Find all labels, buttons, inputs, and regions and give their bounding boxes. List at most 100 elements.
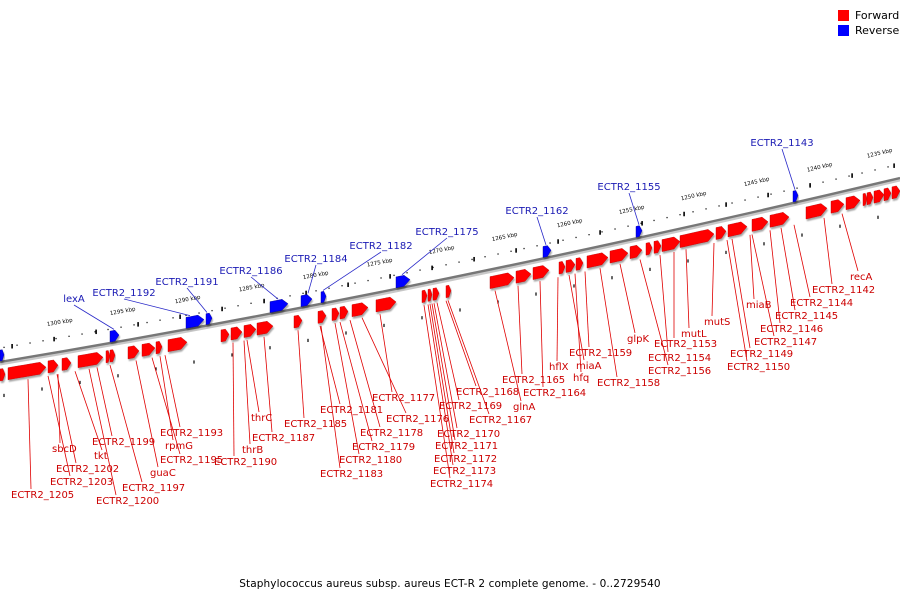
forward-leader-line — [539, 281, 544, 388]
ruler-dot — [367, 279, 369, 282]
forward-leader-line — [431, 303, 456, 441]
ruler-dot — [744, 199, 746, 201]
lower-tick — [877, 215, 879, 219]
forward-gene-label: ECTR2_1173 — [433, 466, 496, 477]
lower-tick — [41, 387, 43, 391]
lower-tick — [269, 346, 271, 350]
forward-leader-line — [74, 371, 103, 451]
ruler-dot — [861, 172, 863, 174]
forward-gene — [830, 199, 845, 214]
ruler-major-tick — [263, 298, 265, 304]
ruler-dot — [640, 222, 642, 224]
forward-gene — [515, 269, 532, 284]
forward-gene-label: ECTR2_1149 — [730, 349, 793, 360]
ruler-major-tick — [137, 322, 139, 327]
forward-gene-label: rpmG — [165, 441, 193, 452]
forward-leader-line — [319, 325, 341, 405]
ruler-dot — [42, 340, 44, 342]
lower-tick — [611, 276, 613, 280]
forward-leader-line — [574, 273, 582, 373]
reverse-gene — [320, 291, 327, 304]
forward-leader-line — [726, 240, 748, 362]
forward-gene-label: ECTR2_1167 — [469, 415, 532, 426]
forward-gene — [105, 350, 111, 363]
ruler-dot — [289, 295, 291, 297]
forward-gene-label: ECTR2_1185 — [284, 419, 347, 430]
legend-item-forward: Forward — [838, 8, 899, 23]
ruler-dot — [835, 178, 837, 180]
forward-gene — [77, 352, 104, 368]
forward-leader-line — [494, 290, 522, 402]
ruler-major-tick — [95, 329, 97, 335]
forward-gene — [220, 328, 230, 343]
ruler-dot — [497, 253, 499, 255]
ruler-dot — [471, 258, 473, 261]
forward-gene — [109, 349, 116, 363]
forward-gene-label: ECTR2_1171 — [435, 441, 498, 452]
ruler-dot — [224, 307, 226, 309]
ruler-dot — [68, 335, 70, 337]
backbone-shadow — [0, 178, 900, 366]
forward-gene-label: hflX — [549, 362, 569, 373]
forward-gene — [127, 345, 140, 360]
forward-gene — [609, 248, 629, 264]
ruler-dot — [822, 181, 824, 183]
forward-gene-label: ECTR2_1193 — [160, 428, 223, 439]
forward-gene — [679, 229, 715, 248]
forward-gene-label: ECTR2_1202 — [56, 464, 119, 475]
forward-gene-label: ECTR2_1199 — [92, 437, 155, 448]
ruler-dot — [16, 344, 18, 346]
forward-gene-label: ECTR2_1178 — [360, 428, 423, 439]
ruler-dot — [328, 287, 330, 289]
forward-gene-label: ECTR2_1190 — [214, 457, 277, 468]
forward-gene — [751, 216, 769, 232]
forward-leader-line — [96, 367, 113, 437]
ruler-major-tick — [683, 211, 685, 217]
forward-leader-line — [423, 305, 451, 479]
label-leader-lines — [27, 148, 859, 496]
forward-gene — [7, 362, 47, 380]
forward-gene-label: ECTR2_1170 — [437, 429, 500, 440]
forward-gene — [873, 189, 885, 204]
ruler-dot — [848, 175, 850, 177]
lower-tick — [459, 308, 461, 312]
forward-gene — [862, 192, 868, 206]
forward-gene — [727, 221, 748, 238]
forward-leader-line — [232, 342, 235, 457]
ruler-dot — [120, 326, 122, 328]
reverse-gene — [542, 245, 552, 258]
ruler-dot — [211, 309, 213, 312]
ruler-dot — [510, 250, 512, 252]
ruler-tick-label: 1290 kbp — [175, 295, 202, 306]
forward-gene — [575, 257, 584, 271]
reverse-leader-line — [628, 192, 640, 225]
forward-gene — [256, 320, 274, 336]
forward-leader-line — [780, 227, 796, 311]
forward-leader-line — [769, 230, 781, 324]
forward-gene-label: ECTR2_1154 — [648, 353, 711, 364]
ruler-dot — [783, 190, 785, 192]
forward-leader-line — [56, 374, 77, 464]
ruler-major-tick — [347, 282, 349, 287]
forward-gene-label: ECTR2_1142 — [812, 285, 875, 296]
forward-gene-label: ECTR2_1147 — [754, 337, 817, 348]
forward-gene-label: ECTR2_1156 — [648, 366, 711, 377]
forward-leader-line — [749, 234, 755, 300]
reverse-leader-line — [536, 216, 547, 245]
ruler-dot — [549, 242, 551, 244]
ruler-major-tick — [641, 221, 643, 226]
ruler-dot — [796, 187, 798, 189]
ruler-major-tick — [809, 183, 811, 188]
forward-leader-line — [751, 234, 775, 337]
ruler-dot — [666, 216, 668, 219]
ruler-dot — [406, 272, 408, 274]
ruler-major-tick — [179, 314, 181, 319]
forward-gene-label: ECTR2_1146 — [760, 324, 823, 335]
forward-gene — [586, 252, 609, 269]
lower-tick — [3, 393, 5, 398]
lower-tick — [231, 353, 233, 357]
ruler-tick-label: 1235 kbp — [866, 148, 893, 160]
forward-leader-line — [135, 360, 159, 468]
ruler-dot — [55, 337, 57, 340]
ruler-dot — [172, 317, 174, 319]
